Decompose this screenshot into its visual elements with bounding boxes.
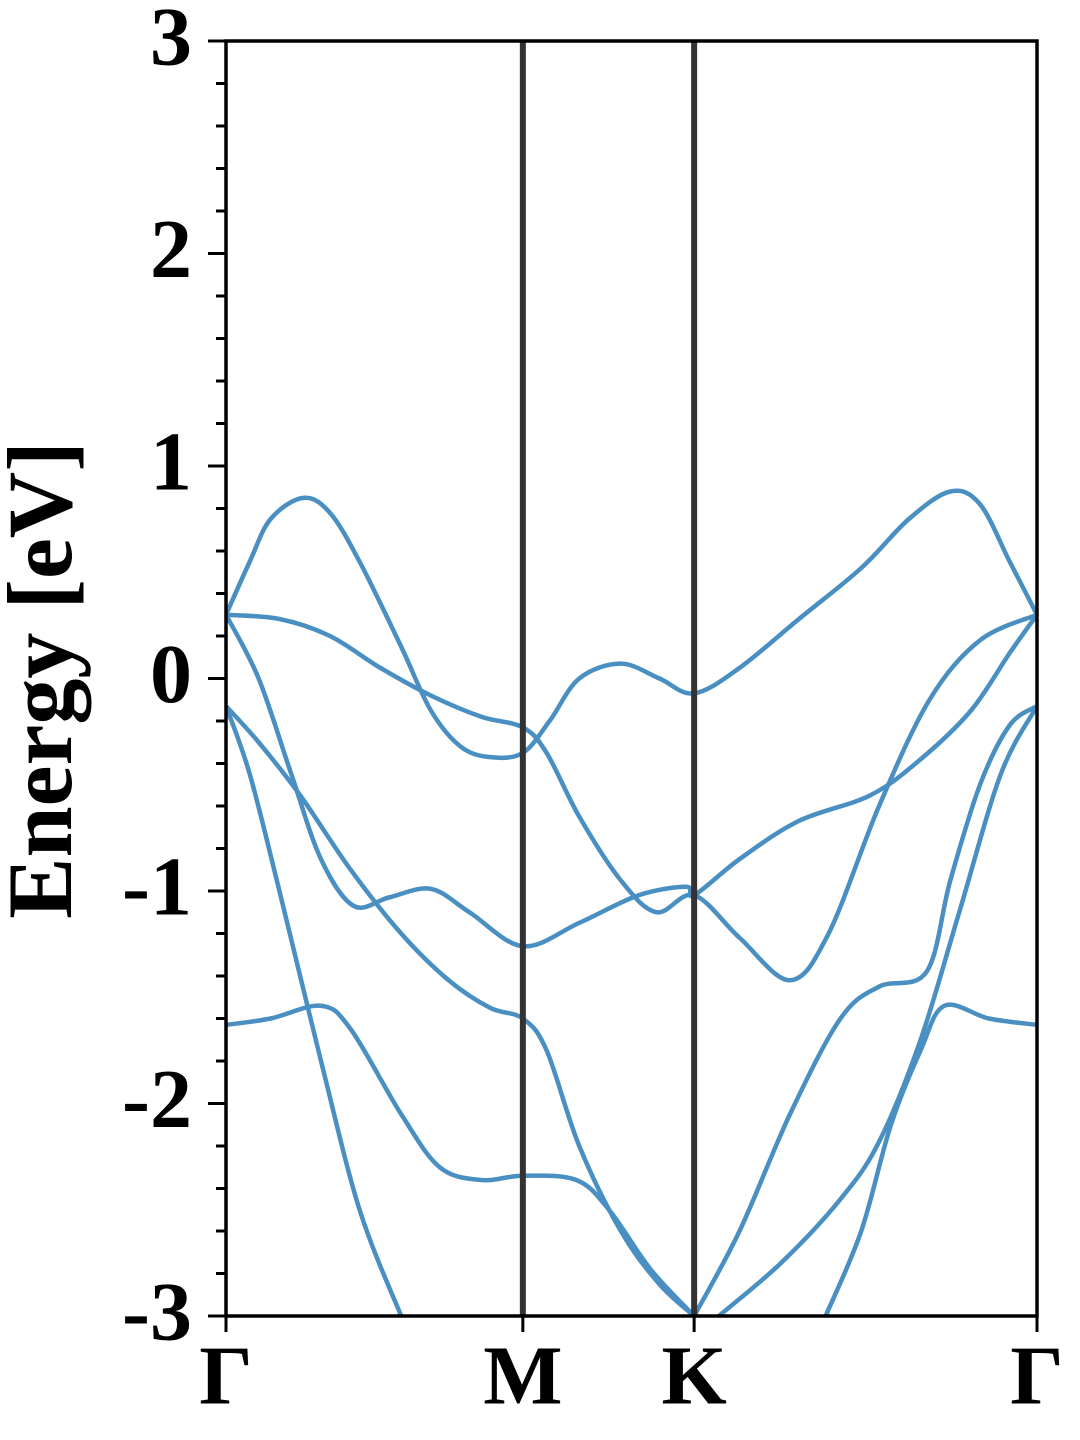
band xyxy=(717,705,1037,1316)
band xyxy=(226,613,1037,949)
y-tick-label: 2 xyxy=(150,203,192,296)
plot-frame xyxy=(224,39,1039,1318)
band xyxy=(226,1003,696,1316)
y-tick-label: -2 xyxy=(122,1053,192,1146)
band xyxy=(226,488,1037,761)
band xyxy=(692,704,1037,1316)
x-tick-label: K xyxy=(661,1329,726,1422)
x-tick-label: M xyxy=(483,1329,562,1422)
band xyxy=(226,612,1037,983)
x-tick-label: Γ xyxy=(1010,1329,1063,1422)
y-tick-label: 0 xyxy=(150,628,192,721)
y-tick-label: 1 xyxy=(150,415,192,508)
y-axis-label: Energy [eV] xyxy=(0,441,91,919)
y-tick-label: -3 xyxy=(122,1265,192,1358)
x-tick-label: Γ xyxy=(199,1329,252,1422)
bands xyxy=(226,488,1037,1316)
y-tick-label: 3 xyxy=(150,0,192,83)
band xyxy=(226,704,696,1316)
band xyxy=(226,705,404,1316)
band xyxy=(823,1002,1037,1316)
y-tick-label: -1 xyxy=(122,840,192,933)
